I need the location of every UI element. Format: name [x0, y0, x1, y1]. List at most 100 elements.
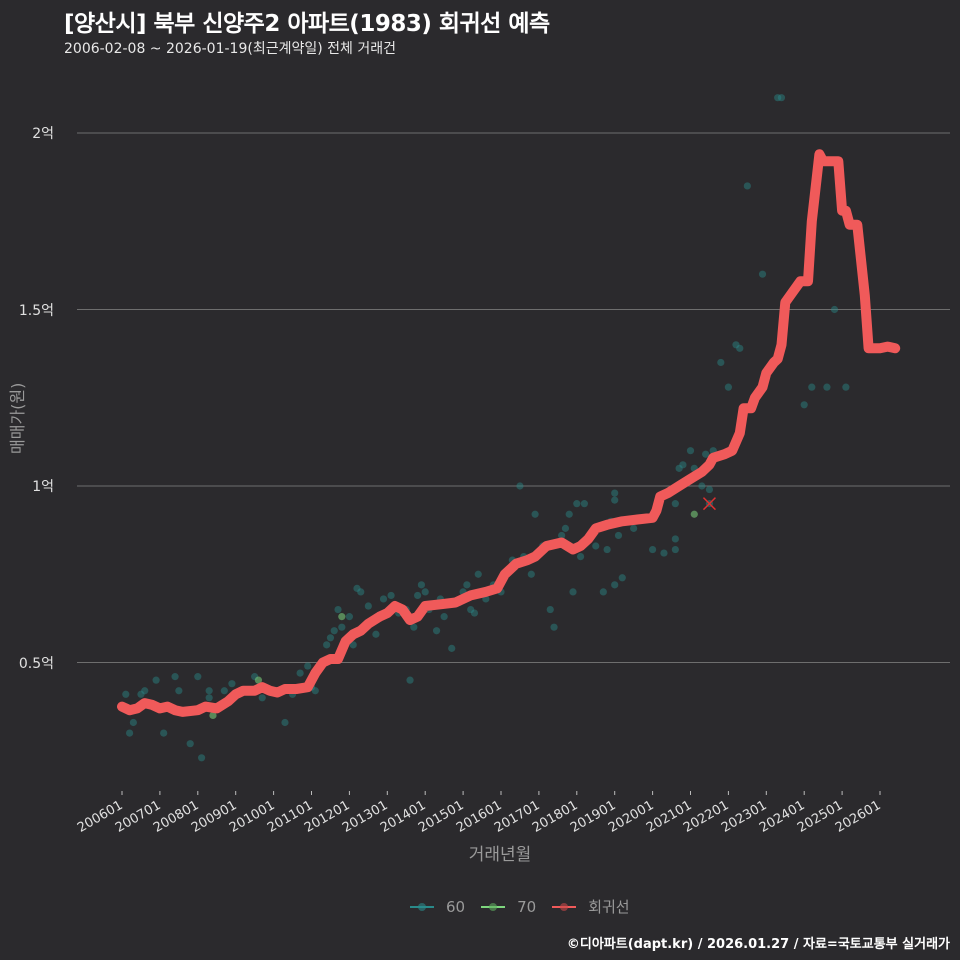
data-point	[603, 545, 611, 554]
legend-label: 70	[517, 897, 537, 916]
data-point	[724, 383, 733, 391]
data-point	[671, 545, 679, 554]
data-point	[660, 549, 668, 557]
data-point	[516, 482, 524, 490]
data-point	[281, 718, 289, 727]
data-point	[702, 450, 710, 458]
data-point	[842, 383, 850, 391]
legend-item-regression[interactable]: 회귀선	[552, 896, 630, 917]
data-point	[304, 662, 312, 670]
data-point	[592, 542, 600, 550]
x-axis-label: 거래년월	[468, 845, 532, 865]
data-point	[474, 570, 482, 578]
data-point	[630, 524, 638, 532]
data-point	[823, 383, 831, 391]
data-point	[675, 464, 683, 472]
regression-line-path	[117, 149, 901, 717]
data-point	[470, 609, 479, 617]
y-tick-label: 1억	[32, 479, 54, 495]
data-point	[349, 641, 357, 649]
gridlines	[77, 132, 950, 663]
data-point	[353, 584, 361, 592]
data-point	[736, 344, 744, 352]
data-point	[137, 690, 145, 698]
data-point	[334, 605, 342, 614]
data-point	[679, 461, 687, 469]
data-point	[220, 687, 228, 695]
data-point	[338, 623, 346, 631]
data-point	[698, 482, 706, 490]
data-point	[611, 496, 619, 504]
data-point	[573, 500, 581, 508]
data-point	[808, 383, 816, 391]
data-point	[414, 591, 422, 600]
data-point	[690, 510, 698, 518]
data-point	[323, 641, 331, 649]
data-point	[614, 531, 623, 540]
data-point	[561, 524, 570, 532]
data-point	[705, 485, 714, 494]
data-point	[372, 630, 380, 638]
data-point	[671, 500, 679, 508]
data-point	[205, 694, 213, 702]
data-point	[160, 729, 168, 737]
data-point	[432, 627, 441, 635]
data-point	[732, 341, 740, 349]
data-point	[406, 676, 414, 684]
data-point	[129, 718, 137, 727]
data-point	[777, 94, 786, 102]
data-point	[717, 358, 725, 367]
legend-item-60[interactable]: 60	[410, 898, 465, 916]
data-point	[152, 676, 160, 684]
data-point	[576, 553, 585, 561]
data-point	[197, 754, 206, 762]
data-point	[686, 447, 695, 455]
data-point	[550, 623, 558, 631]
legend: 60 70 회귀선	[410, 896, 638, 917]
data-point	[421, 588, 429, 596]
legend-key-60-icon	[410, 899, 434, 915]
data-point	[205, 687, 213, 695]
data-point	[364, 602, 372, 610]
chart-title: [양산시] 북부 신양주2 아파트(1983) 회귀선 예측	[64, 11, 550, 37]
data-point	[580, 500, 588, 508]
y-tick-label: 1.5억	[18, 302, 54, 319]
data-point	[758, 270, 767, 278]
data-point	[141, 687, 149, 695]
data-point	[611, 489, 619, 497]
y-axis-label: 매매가(원)	[8, 382, 27, 454]
data-point	[800, 401, 808, 409]
data-point	[671, 535, 679, 543]
data-point	[649, 545, 657, 554]
legend-key-regression-icon	[552, 899, 577, 915]
legend-key-70-icon	[481, 899, 506, 915]
legend-item-70[interactable]: 70	[481, 898, 536, 916]
data-point	[330, 627, 338, 635]
data-point	[258, 694, 266, 702]
data-point	[345, 613, 353, 621]
data-point	[569, 588, 577, 596]
data-point	[209, 711, 217, 720]
data-point	[171, 673, 179, 681]
source-caption: ©디아파트(dapt.kr) / 2026.01.27 / 자료=국토교통부 실…	[566, 937, 950, 952]
data-point	[296, 669, 304, 677]
data-point	[122, 690, 130, 698]
y-tick-label: 2억	[32, 126, 54, 142]
data-point	[326, 634, 335, 642]
data-point	[338, 613, 346, 621]
data-point	[387, 591, 395, 600]
data-point	[448, 644, 456, 652]
data-point	[311, 687, 319, 695]
data-point	[618, 574, 626, 582]
data-point	[410, 623, 418, 631]
data-point	[546, 605, 554, 614]
data-point	[463, 581, 471, 589]
data-point	[379, 595, 388, 603]
data-point	[611, 581, 619, 589]
regression-line	[117, 149, 901, 717]
data-point	[440, 613, 448, 621]
data-point	[186, 740, 194, 748]
data-point	[194, 673, 202, 681]
data-point	[558, 531, 566, 540]
x-tick-marks	[121, 791, 881, 795]
